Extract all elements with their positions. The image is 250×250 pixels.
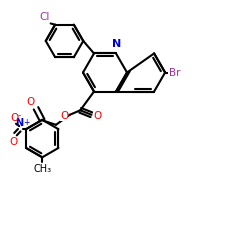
Text: O: O bbox=[60, 111, 68, 121]
Text: O: O bbox=[9, 137, 17, 147]
Text: Cl: Cl bbox=[40, 12, 50, 22]
Text: +: + bbox=[23, 118, 29, 127]
Text: O: O bbox=[10, 113, 18, 123]
Text: -: - bbox=[18, 111, 21, 120]
Text: N: N bbox=[112, 40, 121, 50]
Text: N: N bbox=[15, 118, 23, 128]
Text: O: O bbox=[93, 111, 101, 121]
Text: Br: Br bbox=[168, 68, 180, 78]
Text: CH₃: CH₃ bbox=[33, 164, 51, 174]
Text: O: O bbox=[27, 97, 35, 107]
